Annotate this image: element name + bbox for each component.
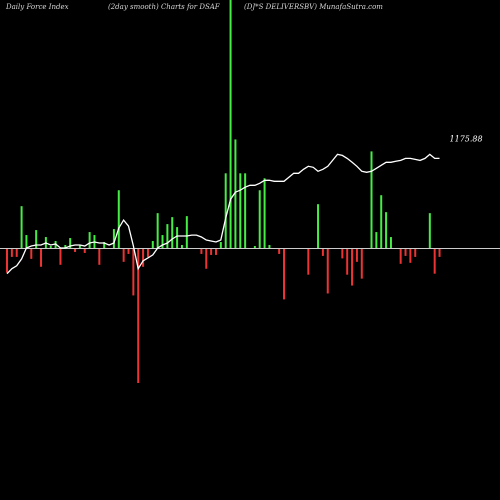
force-index-bar — [210, 249, 213, 255]
smoothed-force-index-line — [6, 153, 440, 275]
force-index-bar — [25, 235, 28, 248]
force-index-bar — [74, 249, 77, 252]
force-index-bar — [326, 249, 329, 294]
force-index-bar — [78, 245, 81, 248]
chart-header-center: (2day smooth) Charts for DSAF — [108, 3, 220, 11]
force-index-bar — [263, 178, 266, 248]
force-index-bar — [438, 249, 441, 257]
force-index-bar — [10, 249, 13, 257]
force-index-bar — [214, 249, 217, 255]
force-index-bar — [171, 217, 174, 248]
force-index-bar — [88, 232, 91, 248]
force-index-bar — [278, 249, 281, 254]
force-index-bar — [15, 249, 18, 257]
force-index-bar — [166, 224, 169, 248]
chart-header-right: (DJ*S DELIVERSBV) MunafaSutra.com — [244, 3, 383, 11]
force-index-bar — [30, 249, 33, 259]
force-index-bar — [219, 242, 222, 248]
force-index-bar — [341, 249, 344, 259]
force-index-bar — [69, 238, 72, 248]
force-index-bar — [351, 249, 354, 286]
force-index-bar — [112, 229, 115, 248]
force-index-bar — [122, 249, 125, 262]
force-index-bar — [205, 249, 208, 269]
force-index-bar — [127, 249, 130, 254]
force-index-bar — [176, 227, 179, 248]
force-index-bar — [6, 249, 8, 273]
force-index-bar — [234, 139, 237, 248]
force-index-bar — [375, 232, 378, 248]
force-index-bar — [355, 249, 358, 262]
force-index-bar — [268, 245, 271, 248]
force-index-bar — [258, 190, 261, 248]
force-index-bar — [161, 235, 164, 248]
force-index-bar — [321, 249, 324, 256]
force-index-bar — [64, 245, 67, 248]
force-index-bar — [200, 249, 203, 254]
force-index-bar — [117, 190, 120, 248]
force-index-bar — [98, 249, 101, 265]
force-index-bar — [385, 212, 388, 248]
force-index-bar — [156, 213, 159, 248]
force-index-bar — [414, 249, 417, 257]
force-index-bar — [244, 173, 247, 248]
force-index-bar — [346, 249, 349, 275]
force-index-bar — [380, 195, 383, 248]
force-index-bar — [360, 249, 363, 279]
force-index-bar — [20, 206, 23, 248]
force-index-bar — [185, 216, 188, 248]
force-index-bar — [428, 213, 431, 248]
force-index-bar — [389, 237, 392, 248]
force-index-bar — [137, 249, 140, 383]
force-index-bar — [239, 173, 242, 248]
force-index-bar — [49, 246, 52, 248]
force-index-bar — [103, 242, 106, 248]
force-index-bar — [253, 246, 256, 248]
force-index-bars — [6, 0, 441, 383]
force-index-bar — [409, 249, 412, 263]
force-index-bar — [224, 173, 227, 248]
force-index-bar — [142, 249, 145, 267]
force-index-bar — [180, 245, 183, 248]
force-index-bar — [229, 0, 232, 248]
force-index-bar — [59, 249, 62, 265]
force-index-bar — [146, 249, 149, 257]
last-value-label: 1175.88 — [450, 134, 483, 143]
force-index-bar — [151, 241, 154, 248]
force-index-bar — [132, 249, 135, 296]
force-index-bar — [283, 249, 286, 300]
force-index-bar — [399, 249, 402, 264]
force-index-bar — [317, 204, 320, 248]
force-index-bar — [433, 249, 436, 274]
force-index-bar — [370, 151, 373, 248]
force-index-bar — [83, 249, 86, 253]
force-index-bar — [404, 249, 407, 256]
force-index-bar — [307, 249, 310, 275]
force-index-bar — [40, 249, 43, 267]
force-index-bar — [35, 230, 38, 248]
chart-header-left: Daily Force Index — [6, 3, 69, 11]
